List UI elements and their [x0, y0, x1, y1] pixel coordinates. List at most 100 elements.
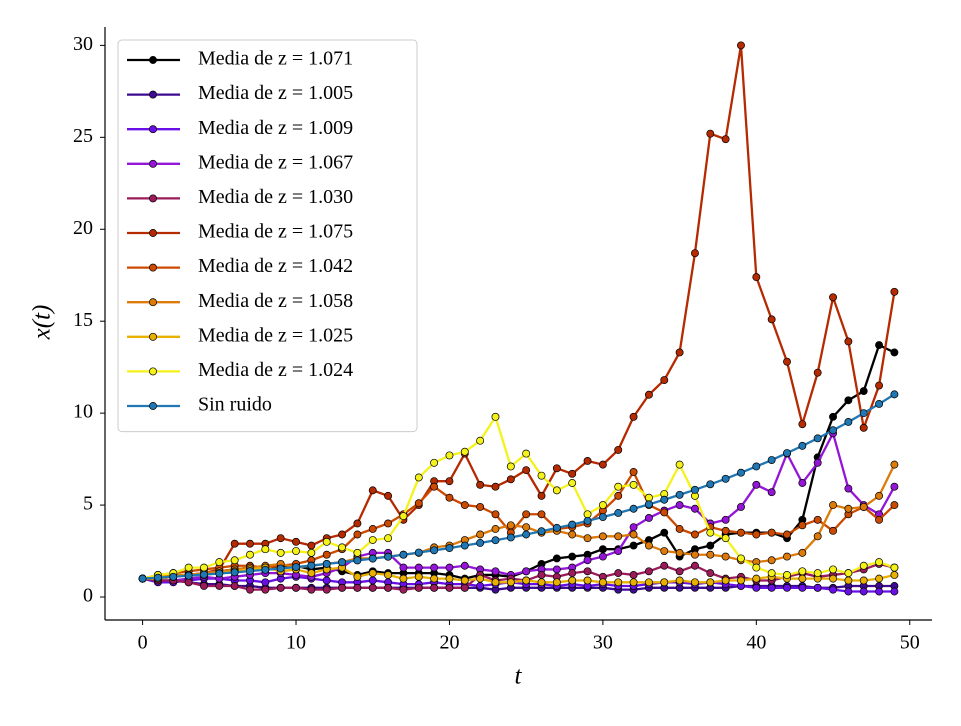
point [675, 501, 684, 510]
point [368, 583, 377, 592]
point [583, 534, 592, 543]
point [859, 387, 868, 396]
point [261, 565, 270, 574]
point [721, 576, 730, 585]
point [384, 583, 393, 592]
point [598, 513, 607, 521]
point [506, 533, 515, 542]
point [875, 574, 884, 583]
point [568, 520, 577, 529]
point [829, 526, 837, 535]
legend-marker [149, 402, 157, 410]
point [307, 561, 316, 570]
point [737, 528, 745, 537]
point [875, 491, 884, 500]
point [583, 556, 592, 565]
point [614, 491, 623, 500]
point [844, 396, 853, 405]
point [875, 381, 884, 390]
point [476, 530, 485, 539]
point [537, 571, 546, 579]
point [644, 578, 653, 587]
point [690, 550, 699, 559]
point [629, 578, 638, 587]
point [644, 567, 653, 576]
point [859, 502, 868, 511]
point [783, 571, 791, 579]
point [598, 460, 607, 469]
point [660, 578, 669, 587]
point [537, 491, 546, 500]
point [506, 521, 515, 530]
point [690, 578, 699, 587]
point [246, 567, 254, 576]
legend-label: Media de z = 1.024 [198, 359, 353, 381]
point [169, 572, 178, 581]
point [491, 536, 500, 545]
point [783, 583, 791, 592]
point [721, 534, 730, 543]
point [798, 521, 807, 530]
point [813, 515, 822, 524]
point [798, 567, 807, 576]
point [752, 583, 761, 592]
point [537, 510, 546, 519]
point [721, 552, 730, 561]
point [261, 585, 270, 594]
y-tick-label: 10 [73, 401, 93, 423]
point [829, 426, 837, 435]
point [506, 475, 515, 484]
point [829, 574, 837, 583]
point [614, 445, 623, 454]
point [690, 485, 699, 494]
point [399, 574, 408, 583]
point [598, 578, 607, 587]
point [184, 563, 193, 572]
point [813, 368, 822, 377]
point [721, 135, 730, 144]
point [737, 554, 745, 563]
point [583, 576, 592, 585]
point [737, 41, 745, 50]
point [890, 390, 899, 399]
point [460, 561, 469, 570]
point [813, 583, 822, 592]
point [476, 539, 485, 547]
point [783, 357, 791, 366]
point [783, 530, 791, 539]
point [783, 552, 791, 561]
point [445, 574, 454, 583]
legend-marker [149, 194, 157, 203]
point [353, 548, 362, 557]
point [614, 547, 623, 555]
point [629, 530, 638, 539]
point [890, 501, 899, 510]
point [292, 547, 300, 555]
point [445, 477, 454, 486]
point [215, 582, 224, 590]
point [445, 493, 454, 502]
point [491, 578, 500, 587]
point [322, 559, 331, 568]
point [660, 561, 669, 570]
point [583, 456, 592, 465]
point [307, 569, 316, 578]
point [844, 418, 853, 426]
point [414, 572, 423, 581]
point [660, 528, 669, 537]
legend-label: Sin ruido [198, 394, 272, 416]
point [399, 585, 408, 594]
point [721, 526, 730, 535]
point [445, 563, 454, 572]
point [568, 479, 577, 487]
point [522, 510, 531, 519]
point [875, 558, 884, 567]
point [430, 574, 439, 583]
point [706, 129, 715, 138]
point [552, 578, 561, 587]
point [859, 561, 868, 570]
legend-label: Media de z = 1.042 [198, 255, 353, 277]
y-tick-label: 5 [83, 493, 93, 515]
point [767, 488, 776, 497]
point [737, 468, 745, 477]
